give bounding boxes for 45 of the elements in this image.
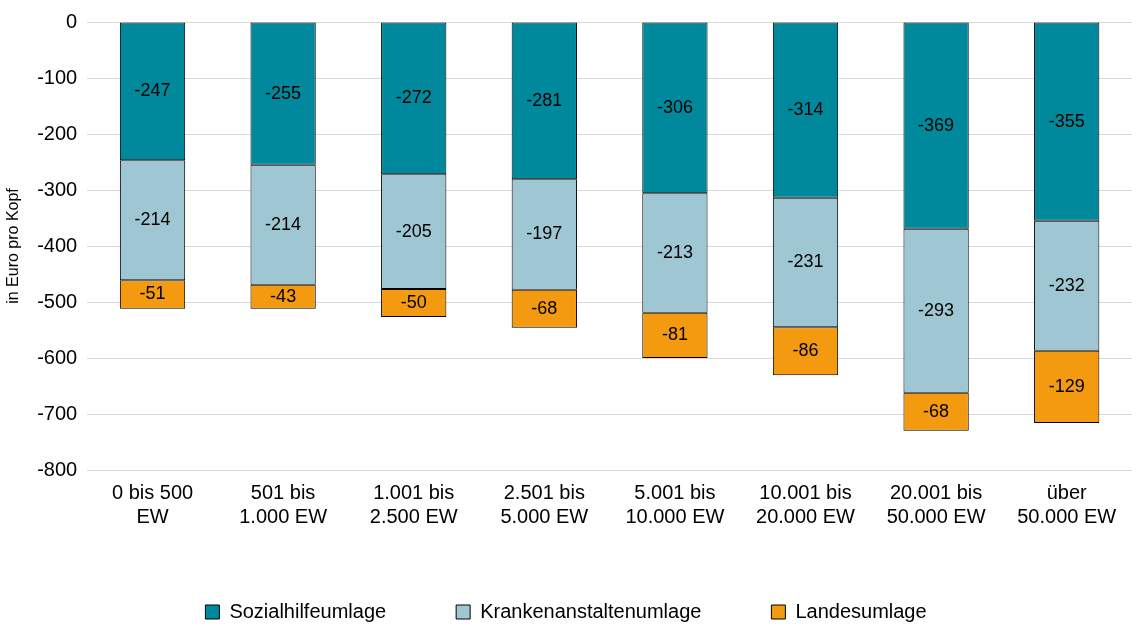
x-tick-label: 501 bis 1.000 EW <box>239 480 328 527</box>
data-label: -281 <box>526 89 563 110</box>
data-label: -50 <box>400 292 427 313</box>
y-tick-label: -100 <box>37 65 78 88</box>
data-label: -51 <box>139 283 166 304</box>
data-label: -43 <box>270 285 297 306</box>
x-tick-label: 0 bis 500 EW <box>111 480 194 527</box>
y-tick-label: -500 <box>37 289 78 312</box>
y-tick-label: -400 <box>37 233 78 256</box>
data-label: -232 <box>1048 274 1085 295</box>
data-label: -197 <box>526 223 563 244</box>
y-tick-label: -600 <box>37 345 78 368</box>
y-tick-label: 0 <box>66 9 78 32</box>
y-tick-label: -200 <box>37 121 78 144</box>
data-label: -213 <box>656 241 693 262</box>
x-tick-label: 5.001 bis 10.000 EW <box>625 480 725 527</box>
x-tick-label: 10.001 bis 20.000 EW <box>756 480 856 527</box>
legend-label: Landesumlage <box>795 599 927 622</box>
data-label: -314 <box>787 99 824 120</box>
legend-label: Krankenanstaltenumlage <box>480 599 702 622</box>
data-label: -247 <box>134 80 171 101</box>
data-label: -255 <box>265 82 302 103</box>
legend-label: Sozialhilfeumlage <box>229 599 387 622</box>
y-tick-label: -800 <box>37 457 78 480</box>
data-label: -293 <box>918 299 955 320</box>
data-label: -272 <box>395 87 432 108</box>
data-label: -231 <box>787 251 824 272</box>
x-tick-label: 1.001 bis 2.500 EW <box>369 480 458 527</box>
y-axis-title: in Euro pro Kopf <box>4 187 22 304</box>
data-label: -355 <box>1048 110 1085 131</box>
data-label: -68 <box>531 297 558 318</box>
data-label: -68 <box>923 400 950 421</box>
data-label: -369 <box>918 114 955 135</box>
data-label: -205 <box>395 220 432 241</box>
data-label: -81 <box>661 324 688 345</box>
y-tick-label: -700 <box>37 401 78 424</box>
x-tick-label: über 50.000 EW <box>1017 480 1117 527</box>
data-label: -214 <box>265 213 302 234</box>
data-label: -129 <box>1048 375 1085 396</box>
data-label: -86 <box>792 340 819 361</box>
y-tick-label: -300 <box>37 177 78 200</box>
data-label: -214 <box>134 209 171 230</box>
x-tick-label: 20.001 bis 50.000 EW <box>886 480 986 527</box>
x-tick-label: 2.501 bis 5.000 EW <box>500 480 589 527</box>
data-label: -306 <box>656 96 693 117</box>
